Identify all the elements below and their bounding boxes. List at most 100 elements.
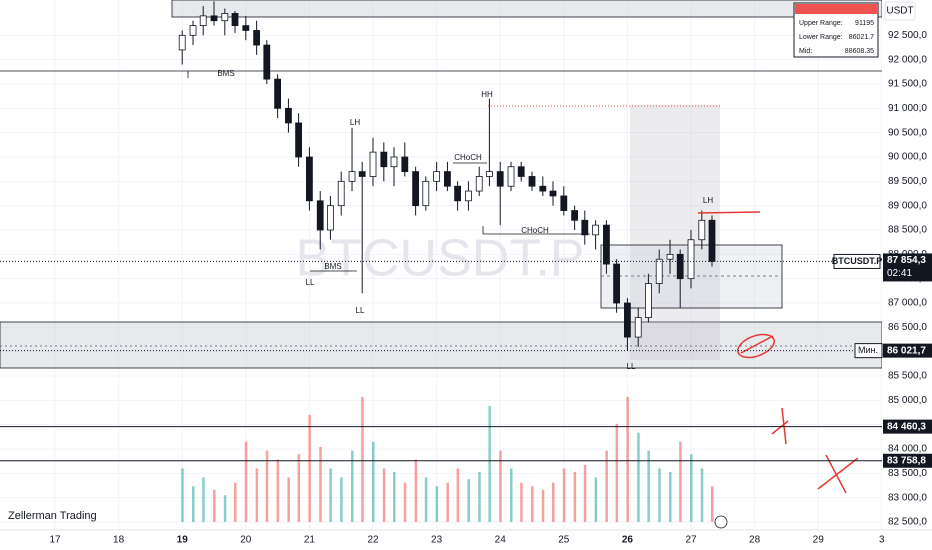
structure-line bbox=[187, 71, 590, 272]
time-zone bbox=[630, 105, 720, 360]
y-tick-label: 92 000,0 bbox=[888, 54, 927, 65]
volume-bar bbox=[403, 482, 407, 522]
info-value: 91195 bbox=[855, 20, 874, 27]
y-tick-label: 89 000,0 bbox=[888, 200, 927, 211]
volume-bar bbox=[382, 468, 386, 522]
currency-button[interactable] bbox=[884, 1, 916, 21]
candle-body bbox=[316, 200, 324, 231]
y-tick-label: 88 500,0 bbox=[888, 225, 927, 236]
volume-bar bbox=[372, 441, 375, 522]
candle-body bbox=[571, 210, 579, 221]
volume-bar bbox=[499, 450, 502, 522]
x-tick-label: 3 bbox=[879, 535, 885, 546]
volume-bar bbox=[276, 459, 280, 522]
min-tag bbox=[883, 343, 932, 358]
x-tick-label: 27 bbox=[685, 535, 697, 546]
level-tag-label: 83 758,8 bbox=[887, 455, 926, 466]
volume-bar bbox=[551, 482, 555, 522]
x-tick-label: 22 bbox=[367, 535, 379, 546]
candle-body bbox=[178, 34, 186, 51]
x-tick-label: 29 bbox=[813, 535, 825, 546]
candle-body bbox=[624, 302, 631, 338]
candle-body bbox=[496, 171, 504, 187]
volume-bar bbox=[297, 454, 301, 522]
y-tick-label: 90 000,0 bbox=[888, 152, 927, 163]
candle-body bbox=[560, 195, 568, 211]
candle-body bbox=[644, 283, 652, 319]
info-label: Lower Range: bbox=[799, 34, 843, 41]
candle-body bbox=[676, 253, 684, 280]
candle-body bbox=[655, 258, 663, 284]
candle-body bbox=[539, 185, 547, 192]
volume-bar bbox=[594, 477, 598, 522]
volume-bar bbox=[340, 477, 343, 522]
volume-bar bbox=[700, 468, 704, 522]
candle-body bbox=[698, 219, 706, 241]
candle-body bbox=[517, 166, 525, 177]
volume-bar bbox=[255, 468, 259, 522]
volume-bar bbox=[424, 477, 428, 522]
candle-body bbox=[295, 122, 303, 158]
info-value: 88608.35 bbox=[845, 48, 874, 55]
volume-bar bbox=[446, 482, 449, 522]
candle-body bbox=[337, 180, 345, 207]
info-value: 86021.7 bbox=[849, 34, 874, 41]
candle-body bbox=[210, 15, 218, 22]
price-tag bbox=[883, 253, 932, 282]
watermark: BTCUSDT.P bbox=[296, 230, 585, 288]
y-tick-label: 90 500,0 bbox=[888, 127, 927, 138]
annotation: LL bbox=[356, 306, 365, 315]
candle-body bbox=[327, 205, 334, 231]
candle-body bbox=[199, 15, 207, 26]
min-label: Мин. bbox=[858, 345, 878, 355]
volume-bar bbox=[456, 468, 460, 522]
level-tag bbox=[883, 419, 932, 434]
y-tick-label: 91 500,0 bbox=[888, 79, 927, 90]
replay-icon[interactable] bbox=[714, 515, 728, 529]
candle-body bbox=[465, 190, 472, 202]
info-label: Upper Range: bbox=[799, 20, 843, 27]
volume-bar bbox=[615, 423, 619, 522]
drawing bbox=[737, 333, 775, 359]
candle-body bbox=[253, 30, 261, 46]
x-tick-label: 18 bbox=[113, 535, 125, 546]
volume-bar bbox=[234, 482, 237, 522]
x-tick-label: 23 bbox=[431, 535, 443, 546]
volume-bar bbox=[329, 468, 332, 522]
symbol-label: BTCUSDT.P bbox=[832, 256, 883, 266]
price-tag-label: 87 854,3 bbox=[887, 255, 926, 266]
annotation: LL bbox=[627, 362, 636, 371]
candle-body bbox=[380, 151, 388, 168]
x-tick-label: 17 bbox=[49, 535, 61, 546]
annotation: LH bbox=[703, 196, 713, 205]
zone bbox=[0, 321, 883, 369]
candle-body bbox=[549, 190, 557, 197]
volume-bar bbox=[647, 450, 650, 522]
candle-body bbox=[708, 219, 716, 262]
annotation: LL bbox=[306, 278, 315, 287]
x-tick-label: 25 bbox=[558, 535, 570, 546]
volume-bar bbox=[467, 479, 470, 522]
volume-bar bbox=[213, 489, 216, 522]
candle-body bbox=[433, 171, 441, 182]
y-tick-label: 82 500,0 bbox=[888, 517, 927, 528]
volume-bar bbox=[181, 468, 184, 522]
volume-bar bbox=[669, 472, 672, 522]
candle-body bbox=[528, 176, 536, 187]
candle-body bbox=[603, 224, 610, 265]
annotation: HH bbox=[481, 90, 493, 99]
candle-body bbox=[581, 219, 589, 236]
drawing bbox=[697, 211, 761, 214]
y-tick-label: 91 000,0 bbox=[888, 103, 927, 114]
info-header bbox=[795, 4, 877, 14]
volume-bar bbox=[361, 397, 364, 522]
drawing bbox=[740, 335, 859, 494]
candle-body bbox=[412, 171, 420, 207]
volume-bar bbox=[520, 482, 523, 522]
branding: Zellerman Trading bbox=[8, 510, 97, 522]
currency: USDT bbox=[886, 6, 913, 17]
x-tick-label: 20 bbox=[240, 535, 252, 546]
volume-bar bbox=[531, 486, 534, 522]
x-tick-label: 26 bbox=[622, 535, 634, 546]
